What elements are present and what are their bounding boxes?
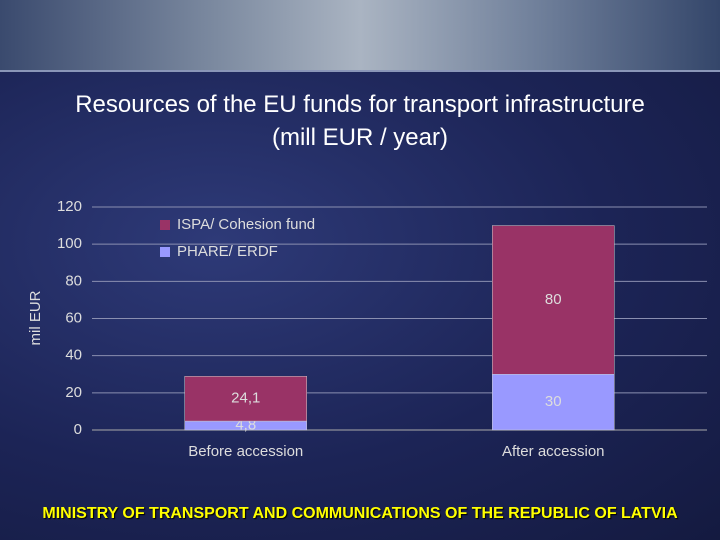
y-tick-label: 100: [57, 235, 82, 252]
banner-image: [0, 0, 720, 72]
footer: MINISTRY OF TRANSPORT AND COMMUNICATIONS…: [42, 505, 678, 522]
y-tick-label: 120: [57, 198, 82, 215]
x-tick-label: After accession: [502, 443, 605, 460]
y-tick-label: 40: [65, 347, 82, 364]
bar-segment: [492, 225, 615, 375]
value-label: 24,1: [231, 390, 260, 407]
legend-swatch: [160, 220, 170, 230]
y-tick-label: 0: [74, 421, 82, 438]
chart-title: Resources of the EU funds for transport …: [75, 91, 645, 151]
y-tick-label: 20: [65, 384, 82, 401]
value-label: 30: [545, 393, 562, 410]
legend-label: ISPA/ Cohesion fund: [177, 216, 315, 233]
y-tick-label: 60: [65, 309, 82, 326]
value-label: 80: [545, 291, 562, 308]
y-axis-label: mil EUR: [27, 290, 44, 345]
bar-segment: [184, 376, 307, 422]
y-tick-label: 80: [65, 272, 82, 289]
legend-swatch: [160, 247, 170, 257]
legend-label: PHARE/ ERDF: [177, 243, 278, 260]
x-tick-label: Before accession: [188, 443, 303, 460]
